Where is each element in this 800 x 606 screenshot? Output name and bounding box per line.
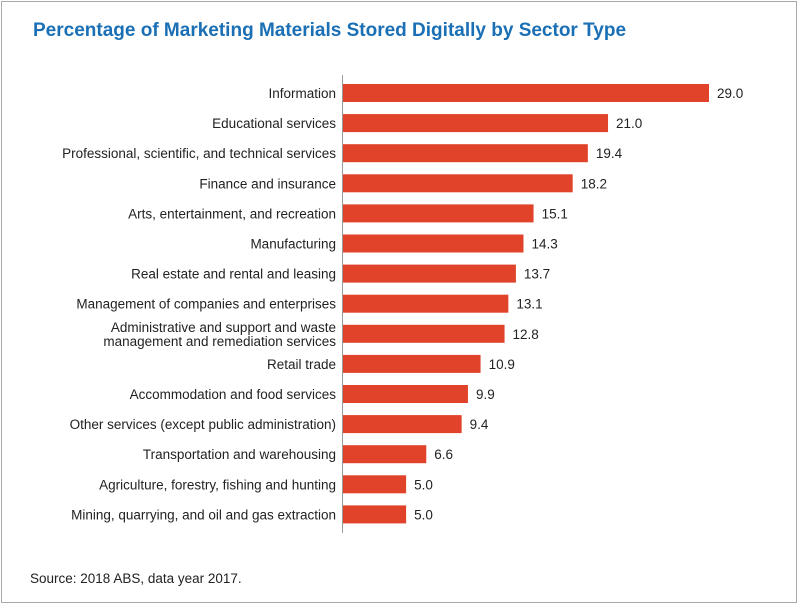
value-label: 15.1 xyxy=(542,206,568,221)
category-label: Arts, entertainment, and recreation xyxy=(128,206,336,221)
bars-group xyxy=(343,84,709,524)
bar xyxy=(343,324,505,343)
value-labels-group: 29.0 21.0 19.4 18.2 15.1 14.3 13.7 13.1 12.8 10.9… xyxy=(414,86,743,522)
value-label: 13.1 xyxy=(516,297,542,312)
category-label-line: Manufacturing xyxy=(250,237,336,252)
category-label: Management of companies and enterprises xyxy=(76,297,336,312)
category-label: Manufacturing xyxy=(250,237,336,252)
bar xyxy=(343,445,427,464)
bar xyxy=(343,475,407,494)
category-labels-group: Information Educational services Professio… xyxy=(62,86,336,522)
category-label-line: management and remediation services xyxy=(103,334,336,349)
category-label-line: Mining, quarrying, and oil and gas extra… xyxy=(71,507,336,522)
bar xyxy=(343,234,524,253)
category-label: Finance and insurance xyxy=(199,176,336,191)
value-label: 5.0 xyxy=(414,477,433,492)
bar xyxy=(343,264,516,283)
category-label-line: Information xyxy=(268,86,336,101)
category-label: Mining, quarrying, and oil and gas extra… xyxy=(71,507,336,522)
value-label: 12.8 xyxy=(513,327,539,342)
category-label-line: Other services (except public administra… xyxy=(70,417,336,432)
bar xyxy=(343,204,534,223)
value-label: 21.0 xyxy=(616,116,642,131)
source-note: Source: 2018 ABS, data year 2017. xyxy=(30,571,242,586)
category-label: Administrative and support and waste mana… xyxy=(103,320,336,349)
bar xyxy=(343,415,462,434)
category-label-line: Real estate and rental and leasing xyxy=(131,267,336,282)
value-label: 5.0 xyxy=(414,507,433,522)
category-label-line: Educational services xyxy=(212,116,336,131)
value-label: 10.9 xyxy=(489,357,515,372)
bar xyxy=(343,84,709,102)
category-label-line: Agriculture, forestry, fishing and hunti… xyxy=(99,477,336,492)
category-label-line: Professional, scientific, and technical … xyxy=(62,146,336,161)
category-label: Other services (except public administra… xyxy=(70,417,336,432)
bar xyxy=(343,294,509,313)
bar xyxy=(343,174,573,193)
value-label: 19.4 xyxy=(596,146,623,161)
bar xyxy=(343,505,407,524)
category-label-line: Accommodation and food services xyxy=(130,387,337,402)
category-label-line: Administrative and support and waste xyxy=(111,320,336,335)
bar xyxy=(343,114,609,133)
chart-title: Percentage of Marketing Materials Stored… xyxy=(33,20,627,41)
value-label: 14.3 xyxy=(531,237,557,252)
category-label: Educational services xyxy=(212,116,336,131)
value-label: 29.0 xyxy=(717,86,743,101)
category-label: Information xyxy=(268,86,336,101)
value-label: 6.6 xyxy=(434,447,453,462)
category-label-line: Transportation and warehousing xyxy=(143,447,336,462)
category-label: Agriculture, forestry, fishing and hunti… xyxy=(99,477,336,492)
category-label: Accommodation and food services xyxy=(130,387,337,402)
category-label: Retail trade xyxy=(267,357,336,372)
bar xyxy=(343,385,468,403)
value-label: 9.4 xyxy=(470,417,489,432)
category-label-line: Retail trade xyxy=(267,357,336,372)
category-label-line: Management of companies and enterprises xyxy=(76,297,336,312)
category-label-line: Arts, entertainment, and recreation xyxy=(128,206,336,221)
bar xyxy=(343,144,588,163)
value-label: 13.7 xyxy=(524,267,550,282)
bar xyxy=(343,354,481,373)
category-label: Transportation and warehousing xyxy=(143,447,336,462)
value-label: 9.9 xyxy=(476,387,495,402)
value-label: 18.2 xyxy=(581,176,607,191)
category-label-line: Finance and insurance xyxy=(199,176,336,191)
category-label: Real estate and rental and leasing xyxy=(131,267,336,282)
category-label: Professional, scientific, and technical … xyxy=(62,146,336,161)
